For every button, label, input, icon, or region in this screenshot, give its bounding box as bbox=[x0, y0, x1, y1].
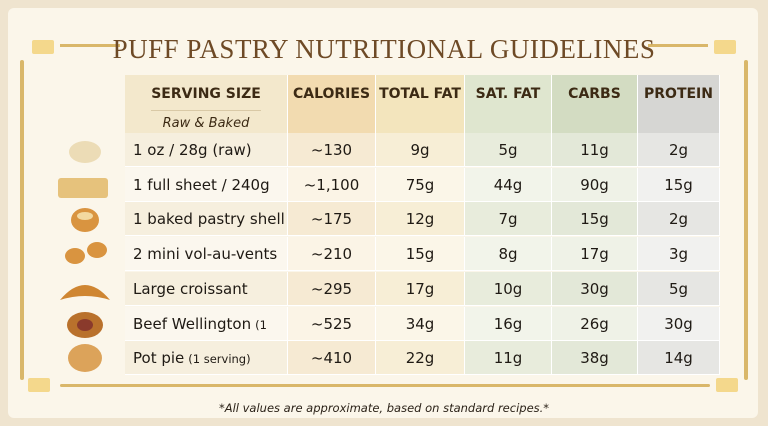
column-header: SAT. FAT bbox=[465, 75, 552, 133]
column-header: TOTAL FAT bbox=[376, 75, 465, 133]
table: SERVING SIZE Raw & Baked CALORIES TOTAL FAT… bbox=[125, 75, 720, 376]
serving-cell: 1 baked pastry shell bbox=[125, 202, 288, 237]
serving: 1 full sheet / 240g bbox=[133, 175, 270, 194]
serving-cell: Beef Wellington(1 slice) bbox=[125, 306, 288, 367]
value-cell: 30g bbox=[552, 271, 638, 306]
serving-cell: 1 oz / 28g (raw) bbox=[125, 133, 288, 167]
value-cell: 15g bbox=[552, 202, 638, 237]
serving-cell: 1 full sheet / 240g bbox=[125, 167, 288, 202]
value-cell: ~175 bbox=[288, 202, 376, 237]
value-cell: 34g bbox=[376, 306, 465, 341]
value-cell: 38g bbox=[552, 341, 638, 376]
column-label: CARBS bbox=[568, 86, 621, 102]
column-label: SAT. FAT bbox=[475, 86, 541, 102]
row-icons bbox=[58, 141, 110, 372]
value-cell: ~295 bbox=[288, 271, 376, 306]
value-cell: 5g bbox=[638, 271, 720, 306]
value-cell: 44g bbox=[465, 167, 552, 202]
value-cell: 9g bbox=[376, 133, 465, 167]
value-cell: 22g bbox=[376, 341, 465, 376]
value-cell: 15g bbox=[376, 237, 465, 272]
footnote: *All values are approximate, based on st… bbox=[218, 401, 550, 415]
column-label: CALORIES bbox=[292, 86, 371, 102]
serving: Pot pie bbox=[133, 349, 185, 368]
value-cell: ~410 bbox=[288, 341, 376, 376]
title: PUFF PASTRY NUTRITIONAL GUIDELINES bbox=[112, 34, 656, 64]
column-label: TOTAL FAT bbox=[379, 86, 461, 102]
serving-note: (1 serving) bbox=[188, 352, 251, 367]
value-cell: 17g bbox=[552, 237, 638, 272]
value-cell: 11g bbox=[552, 133, 638, 167]
serving: 2 mini vol-au-vents bbox=[133, 245, 278, 264]
wheat-border bbox=[20, 40, 748, 392]
value-cell: 10g bbox=[465, 271, 552, 306]
value-cell: 2g bbox=[638, 133, 720, 167]
value-cell: 15g bbox=[638, 167, 720, 202]
column-label: PROTEIN bbox=[644, 86, 713, 102]
serving: 1 oz / 28g (raw) bbox=[133, 141, 252, 159]
serving-cell: 2 mini vol-au-vents bbox=[125, 237, 288, 272]
value-cell: 17g bbox=[376, 271, 465, 306]
value-cell: ~525 bbox=[288, 306, 376, 341]
value-cell: 3g bbox=[638, 237, 720, 272]
column-header: CALORIES bbox=[288, 75, 376, 133]
value-cell: 12g bbox=[376, 202, 465, 237]
value-cell: ~130 bbox=[288, 133, 376, 167]
value-cell: 2g bbox=[638, 202, 720, 237]
value-cell: 16g bbox=[465, 306, 552, 341]
value-cell: ~210 bbox=[288, 237, 376, 272]
value-cell: 11g bbox=[465, 341, 552, 376]
serving: Large croissant bbox=[133, 279, 248, 298]
value-cell: 7g bbox=[465, 202, 552, 237]
value-cell: 14g bbox=[638, 341, 720, 376]
serving: 1 baked pastry shell bbox=[133, 210, 285, 229]
value-cell: 5g bbox=[465, 133, 552, 167]
column-label: SERVING SIZE bbox=[151, 86, 261, 102]
value-cell: 26g bbox=[552, 306, 638, 341]
column-header: CARBS bbox=[552, 75, 638, 133]
column-header: SERVING SIZE Raw & Baked bbox=[125, 75, 288, 133]
serving-cell: Large croissant bbox=[125, 271, 288, 306]
value-cell: 90g bbox=[552, 167, 638, 202]
column-sub: Raw & Baked bbox=[151, 110, 261, 131]
value-cell: 30g bbox=[638, 306, 720, 341]
serving: Beef Wellington bbox=[133, 314, 252, 333]
column-header: PROTEIN bbox=[638, 75, 720, 133]
serving-cell: Pot pie (1 serving) bbox=[125, 341, 288, 376]
value-cell: 75g bbox=[376, 167, 465, 202]
value-cell: 8g bbox=[465, 237, 552, 272]
value-cell: ~1,100 bbox=[288, 167, 376, 202]
